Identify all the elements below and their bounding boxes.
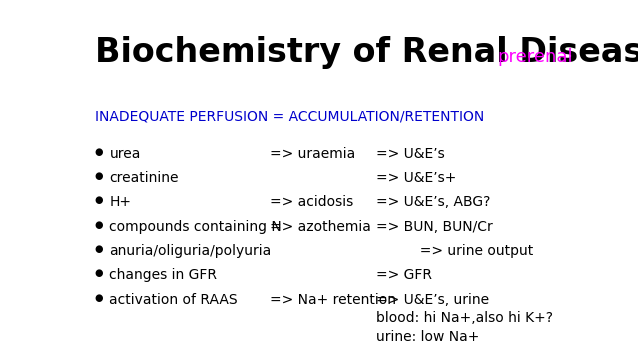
Text: => azothemia: => azothemia [270, 220, 371, 234]
Text: => U&E’s, ABG?: => U&E’s, ABG? [376, 195, 491, 209]
Text: INADEQUATE PERFUSION = ACCUMULATION/RETENTION: INADEQUATE PERFUSION = ACCUMULATION/RETE… [94, 109, 484, 123]
Text: blood: hi Na+,also hi K+?
urine: low Na+: blood: hi Na+,also hi K+? urine: low Na+ [376, 312, 553, 344]
Text: ●: ● [94, 147, 103, 157]
Text: ●: ● [94, 244, 103, 254]
Text: activation of RAAS: activation of RAAS [110, 293, 238, 307]
Text: ●: ● [94, 171, 103, 181]
Text: anuria/oliguria/polyuria: anuria/oliguria/polyuria [110, 244, 272, 258]
Text: => urine output: => urine output [376, 244, 533, 258]
Text: => uraemia: => uraemia [270, 147, 355, 161]
Text: urea: urea [110, 147, 141, 161]
Text: => U&E’s: => U&E’s [376, 147, 445, 161]
Text: => Na+ retention: => Na+ retention [270, 293, 396, 307]
Text: => BUN, BUN/Cr: => BUN, BUN/Cr [376, 220, 493, 234]
Text: => GFR: => GFR [376, 269, 433, 283]
Text: changes in GFR: changes in GFR [110, 269, 218, 283]
Text: prerenal: prerenal [498, 48, 573, 66]
Text: => U&E’s, urine: => U&E’s, urine [376, 293, 489, 307]
Text: ●: ● [94, 269, 103, 278]
Text: ●: ● [94, 293, 103, 303]
Text: => U&E’s+: => U&E’s+ [376, 171, 457, 185]
Text: H+: H+ [110, 195, 131, 209]
Text: creatinine: creatinine [110, 171, 179, 185]
Text: ●: ● [94, 220, 103, 230]
Text: => acidosis: => acidosis [270, 195, 353, 209]
Text: compounds containing N: compounds containing N [110, 220, 282, 234]
Text: Biochemistry of Renal Disease:: Biochemistry of Renal Disease: [94, 36, 638, 69]
Text: ●: ● [94, 195, 103, 205]
